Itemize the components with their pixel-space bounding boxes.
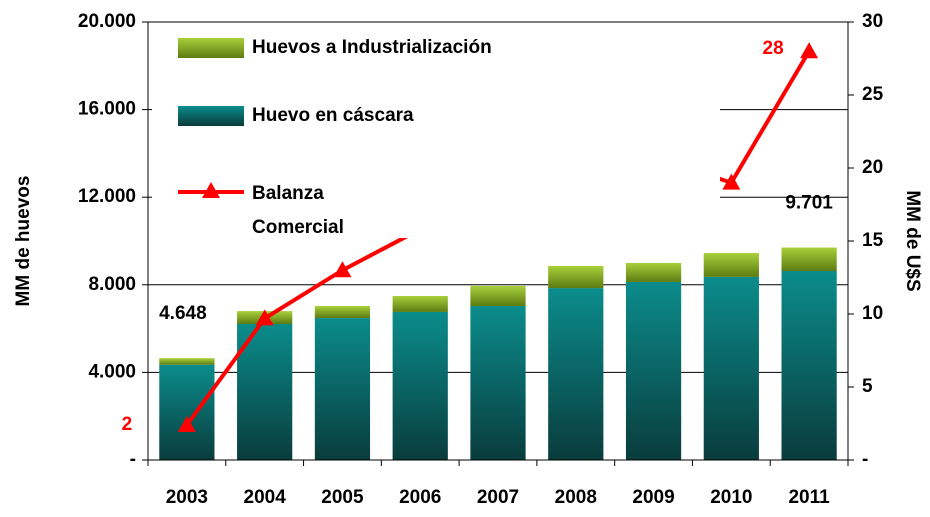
y-axis-label: MM de huevos [13,176,34,307]
x-tick-label: 2005 [321,487,364,508]
y-tick-label: 12.000 [78,186,136,207]
legend-swatch [178,106,244,126]
bar-segment [392,311,448,460]
x-tick-label: 2004 [244,487,287,508]
x-tick-label: 2011 [788,487,830,508]
bar-segment [159,364,215,460]
bar-segment [548,265,604,289]
bar-segment [314,318,371,460]
y2-tick-label: 20 [862,157,883,178]
bar-segment [703,253,759,277]
total-label: 9.701 [785,193,833,214]
bar-segment [781,247,837,272]
x-tick-label: 2007 [477,487,519,508]
line-marker [800,42,819,59]
y2-axis-label: MM de U$S [902,190,923,291]
bar-segment [392,295,448,312]
y-tick-label: 8.000 [88,274,136,295]
data-label: 2 [122,414,133,435]
bar-segment [625,281,682,460]
bar-segment [703,276,759,460]
data-label: 28 [763,38,784,59]
bar-segment [781,271,837,460]
line-marker [333,261,352,278]
line-marker [255,309,274,326]
legend-label: Huevos a Industrialización [252,37,492,58]
legend-background [152,28,720,238]
line-marker [722,173,741,190]
legend-label: Huevo en cáscara [252,105,414,126]
y-tick-label: 16.000 [78,99,136,120]
y2-tick-label: - [862,449,868,470]
bar-segment [470,285,526,307]
y-tick-label: - [130,449,136,470]
y2-tick-label: 5 [862,376,873,397]
x-tick-label: 2006 [399,487,441,508]
y2-tick-label: 15 [862,230,884,251]
legend-label: Balanza Comercial [252,183,344,238]
bar-segment [470,306,526,460]
y2-tick-label: 30 [862,11,883,32]
x-tick-label: 2010 [710,487,752,508]
bar-segment [548,288,604,460]
x-tick-label: 2008 [555,487,597,508]
line-marker [177,415,196,432]
bar-segment [159,358,215,365]
x-tick-label: 2009 [632,487,674,508]
y-tick-label: 20.000 [78,11,136,32]
bar-segment [314,306,371,319]
legend-swatch [178,38,244,58]
y-tick-label: 4.000 [88,361,136,382]
total-label: 4.648 [159,303,207,324]
legend-marker [202,182,220,198]
bar-segment [625,262,682,282]
x-tick-label: 2003 [166,487,208,508]
y2-tick-label: 10 [862,303,883,324]
y2-tick-label: 25 [862,84,884,105]
